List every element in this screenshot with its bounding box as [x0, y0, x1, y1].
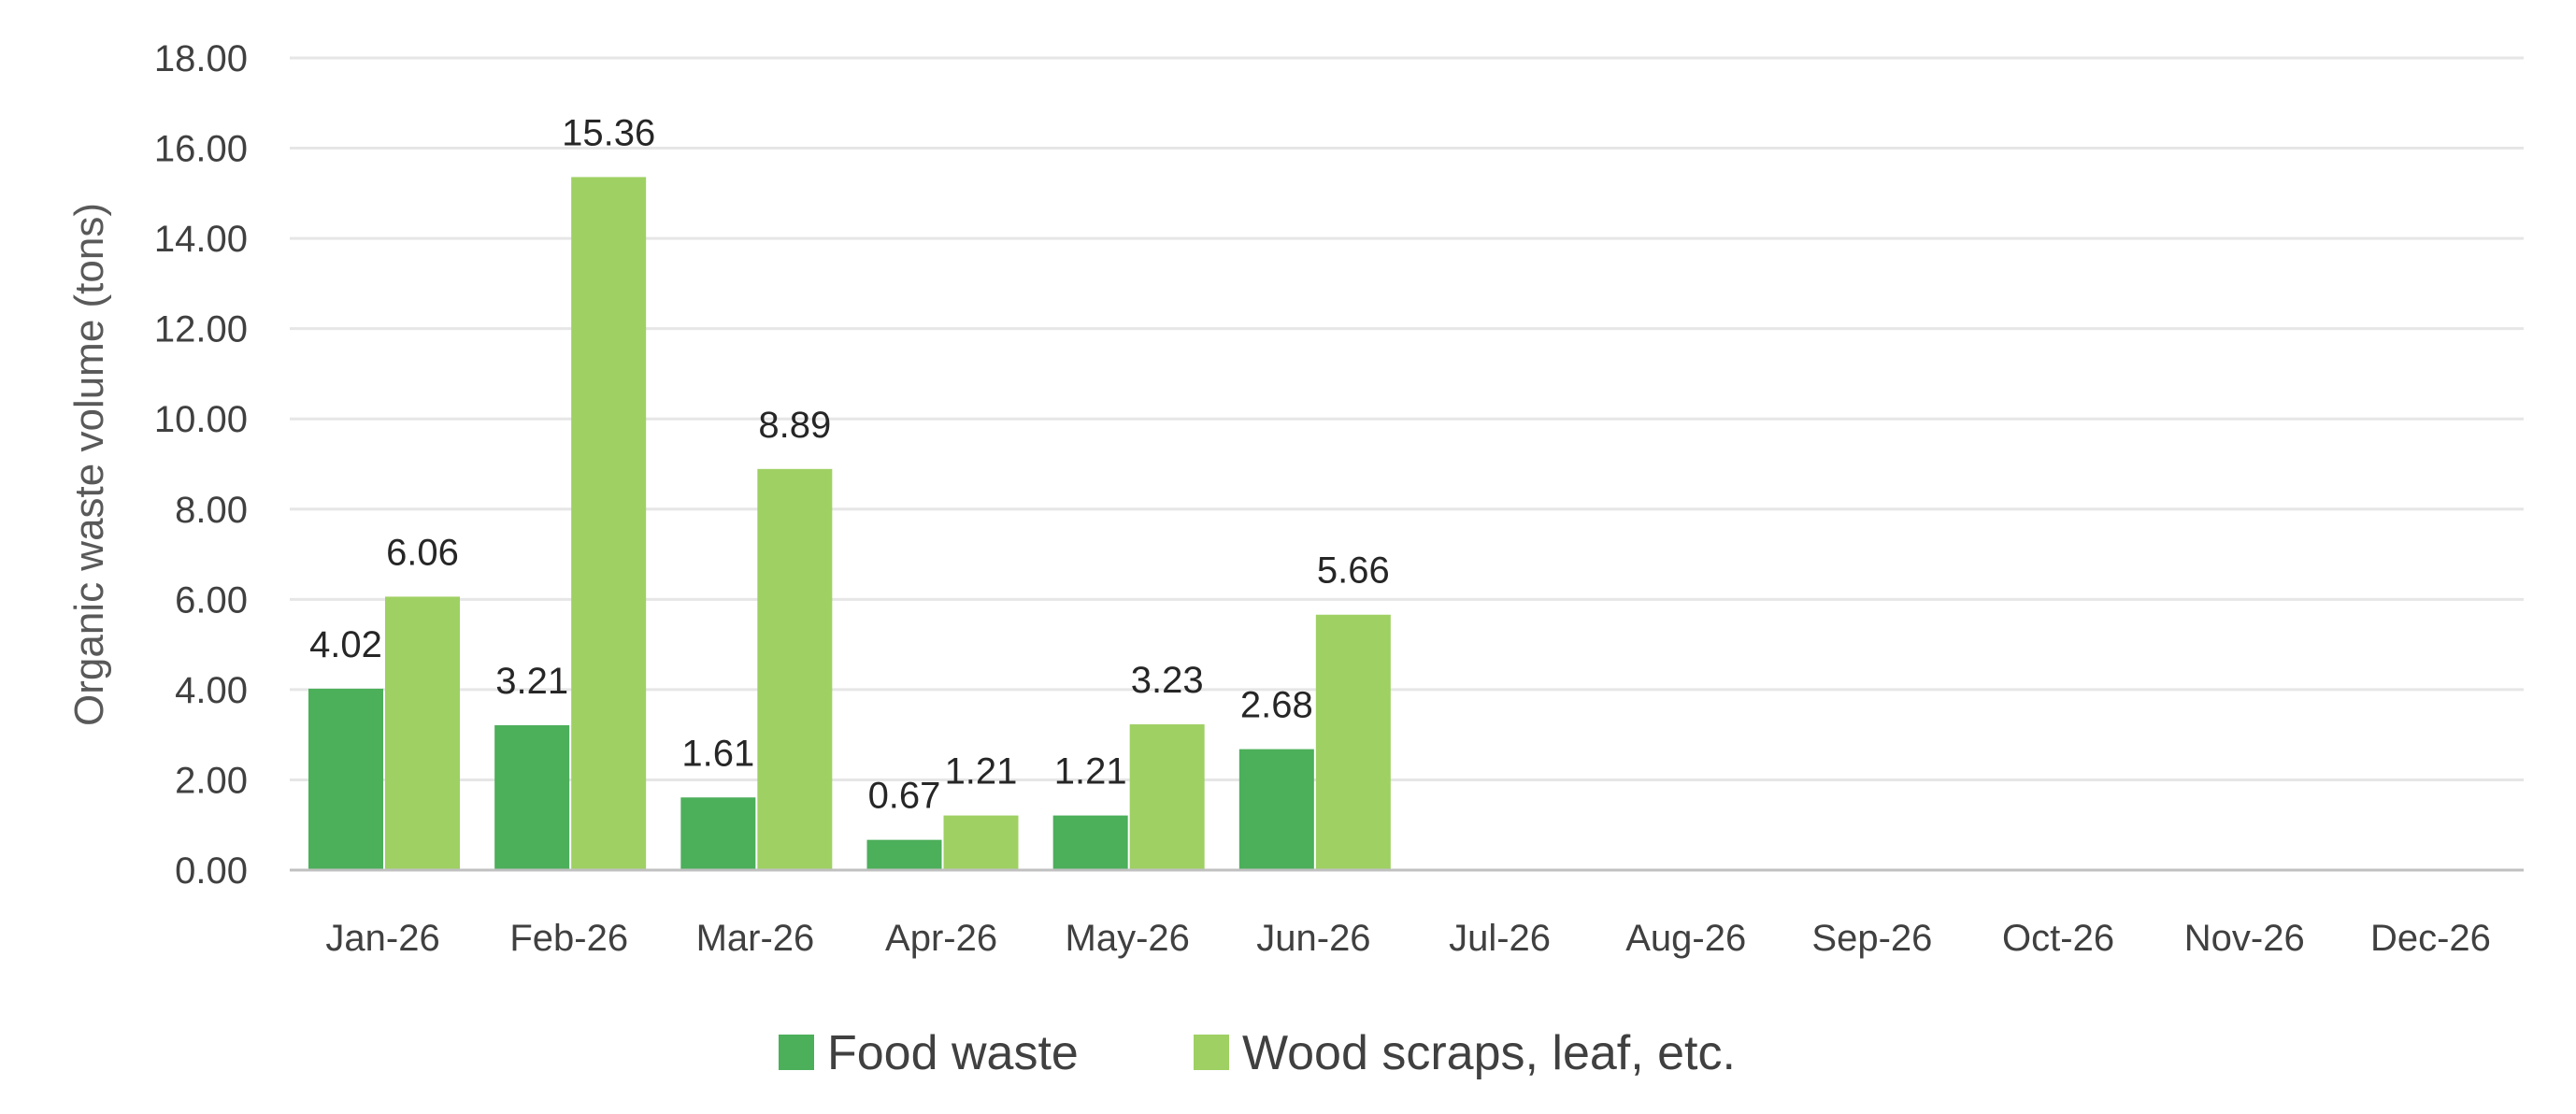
data-label: 5.66 [1317, 550, 1390, 592]
gridlines [290, 56, 2524, 781]
legend-label: Food waste [827, 1026, 1079, 1080]
y-tick-label: 16.00 [154, 129, 248, 170]
y-tick-label: 6.00 [175, 579, 248, 621]
x-tick-label: Dec-26 [2370, 918, 2491, 959]
y-axis-title: Organic waste volume (tons) [66, 203, 112, 726]
bar-wood-scraps [385, 596, 460, 870]
y-tick-label: 18.00 [154, 38, 248, 79]
bar-food-waste [866, 839, 942, 870]
legend: Food waste Wood scraps, leaf, etc. [779, 1026, 1736, 1080]
y-tick-label: 10.00 [154, 399, 248, 440]
x-tick-label: Aug-26 [1625, 918, 1746, 959]
data-label: 3.23 [1131, 660, 1204, 701]
x-tick-label: Sep-26 [1811, 918, 1932, 959]
data-label: 8.89 [758, 405, 831, 446]
data-label: 1.61 [681, 733, 754, 774]
bar-wood-scraps [943, 815, 1019, 870]
bars [308, 177, 1391, 870]
x-tick-label: Apr-26 [885, 918, 997, 959]
x-tick-label: Oct-26 [2002, 918, 2114, 959]
legend-label: Wood scraps, leaf, etc. [1242, 1026, 1736, 1080]
bar-food-waste [308, 688, 383, 870]
data-label: 1.21 [945, 751, 1018, 793]
bar-wood-scraps [1129, 724, 1205, 870]
data-label: 6.06 [386, 532, 459, 573]
x-tick-label: Mar-26 [696, 918, 815, 959]
data-label: 4.02 [309, 624, 382, 665]
axes: 0.00 2.00 4.00 6.00 8.00 10.00 12.00 14.00 16.00… [154, 38, 2524, 959]
x-tick-label: May-26 [1066, 918, 1190, 959]
x-tick-label: Jul-26 [1449, 918, 1551, 959]
bar-food-waste [1052, 815, 1128, 870]
x-tick-label: Jun-26 [1256, 918, 1370, 959]
data-label: 2.68 [1240, 685, 1313, 726]
bar-food-waste [1238, 749, 1314, 870]
bar-food-waste [494, 725, 570, 870]
data-label: 15.36 [562, 112, 655, 153]
y-tick-label: 12.00 [154, 309, 248, 350]
y-tick-label: 4.00 [175, 670, 248, 711]
bar-food-waste [680, 797, 756, 870]
y-tick-label: 2.00 [175, 760, 248, 801]
bar-wood-scraps [1315, 614, 1391, 870]
data-label: 1.21 [1054, 751, 1127, 793]
y-tick-label: 0.00 [175, 850, 248, 892]
data-labels: 4.023.211.610.671.212.686.0615.368.891.2… [309, 112, 1390, 816]
y-tick-label: 14.00 [154, 219, 248, 260]
data-label: 0.67 [868, 776, 941, 817]
bar-wood-scraps [757, 468, 833, 870]
x-tick-label: Nov-26 [2184, 918, 2305, 959]
x-tick-label: Jan-26 [325, 918, 439, 959]
legend-swatch [779, 1035, 814, 1070]
y-tick-label: 8.00 [175, 490, 248, 531]
x-tick-label: Feb-26 [509, 918, 628, 959]
bar-wood-scraps [571, 177, 647, 870]
legend-swatch [1194, 1035, 1229, 1070]
data-label: 3.21 [495, 661, 568, 702]
